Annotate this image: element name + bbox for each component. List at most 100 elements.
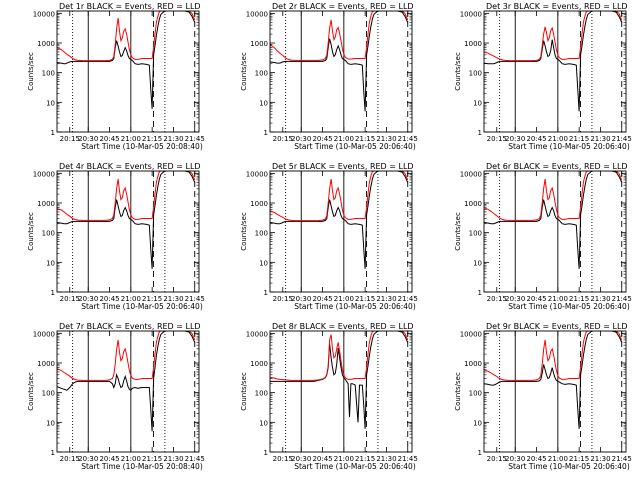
x-tick-label: 20:15 — [487, 135, 507, 143]
y-tick-label: 10000 — [33, 330, 55, 338]
y-tick-label: 1 — [478, 449, 482, 457]
y-tick-label: 10000 — [460, 170, 482, 178]
x-tick-label: 20:30 — [505, 455, 525, 463]
chart-title: Det 3r BLACK = Events, RED = LLD — [486, 2, 628, 11]
x-tick-label: 21:45 — [185, 295, 205, 303]
y-axis-label: Counts/sec — [240, 372, 248, 411]
x-tick-label: 20:45 — [526, 455, 546, 463]
x-tick-label: 21:00 — [334, 295, 354, 303]
plot-frame — [56, 10, 200, 133]
y-tick-label: 10000 — [246, 10, 268, 18]
x-tick-label: 20:30 — [291, 455, 311, 463]
y-axis-label: Counts/sec — [454, 212, 462, 251]
y-tick-label: 10 — [46, 419, 55, 427]
plot-area — [484, 331, 623, 452]
x-axis-label: Start Time (10-Mar-05 20:06:40) — [508, 462, 630, 471]
x-tick-label: 21:45 — [185, 455, 205, 463]
x-tick-label: 21:30 — [376, 135, 396, 143]
y-axis-label: Counts/sec — [27, 212, 35, 251]
y-tick-label: 100 — [42, 230, 55, 238]
x-tick-label: 20:45 — [312, 295, 332, 303]
chart-title: Det 2r BLACK = Events, RED = LLD — [272, 2, 414, 11]
x-axis-label: Start Time (10-Mar-05 20:08:40) — [81, 142, 203, 151]
x-tick-label: 21:00 — [548, 295, 568, 303]
x-tick-label: 20:45 — [99, 295, 119, 303]
series-line-lld — [57, 11, 196, 62]
x-tick-label: 21:45 — [185, 135, 205, 143]
y-axis-label: Counts/sec — [240, 212, 248, 251]
x-tick-label: 21:30 — [163, 455, 183, 463]
y-tick-label: 1 — [51, 129, 55, 137]
y-tick-label: 1000 — [37, 360, 55, 368]
y-tick-label: 1 — [51, 289, 55, 297]
x-tick-label: 20:15 — [60, 295, 80, 303]
x-tick-label: 21:30 — [590, 135, 610, 143]
series-line-events — [270, 171, 409, 269]
plot-frame — [483, 10, 627, 133]
x-tick-label: 21:30 — [376, 295, 396, 303]
series-line-lld — [57, 171, 196, 221]
x-tick-label: 21:45 — [398, 455, 418, 463]
series-line-events — [484, 171, 623, 269]
chart-title: Det 5r BLACK = Events, RED = LLD — [272, 162, 414, 171]
y-tick-label: 10000 — [460, 330, 482, 338]
x-tick-label: 20:45 — [99, 135, 119, 143]
chart-panel-9: Det 9r BLACK = Events, RED = LLD 1 10 100 10… — [454, 322, 632, 471]
x-tick-label: 21:30 — [163, 135, 183, 143]
x-tick-label: 21:30 — [163, 295, 183, 303]
x-tick-label: 20:15 — [487, 295, 507, 303]
x-tick-label: 20:30 — [291, 295, 311, 303]
x-tick-label: 21:30 — [376, 455, 396, 463]
x-tick-label: 20:30 — [505, 295, 525, 303]
x-tick-label: 20:45 — [99, 455, 119, 463]
series-line-events — [57, 11, 196, 109]
x-axis-label: Start Time (10-Mar-05 20:06:40) — [294, 462, 416, 471]
x-tick-label: 21:45 — [398, 135, 418, 143]
y-tick-label: 100 — [255, 70, 268, 78]
x-tick-label: 20:45 — [312, 455, 332, 463]
y-tick-label: 1000 — [464, 360, 482, 368]
x-tick-label: 20:30 — [78, 295, 98, 303]
x-tick-label: 21:30 — [590, 455, 610, 463]
y-tick-label: 10 — [259, 99, 268, 107]
x-tick-label: 20:15 — [60, 455, 80, 463]
y-tick-label: 10000 — [460, 10, 482, 18]
y-tick-label: 10000 — [33, 10, 55, 18]
plot-area — [270, 171, 409, 292]
x-tick-label: 21:15 — [142, 135, 162, 143]
y-tick-label: 1 — [51, 449, 55, 457]
x-tick-label: 21:00 — [121, 295, 141, 303]
chart-panel-3: Det 3r BLACK = Events, RED = LLD 1 10 100 10… — [454, 2, 632, 151]
x-tick-label: 21:15 — [142, 455, 162, 463]
y-axis-label: Counts/sec — [27, 372, 35, 411]
x-axis-label: Start Time (10-Mar-05 20:08:40) — [81, 462, 203, 471]
plot-area — [57, 171, 196, 292]
chart-panel-4: Det 4r BLACK = Events, RED = LLD 1 10 100 10… — [27, 162, 205, 311]
x-tick-label: 20:15 — [273, 455, 293, 463]
plot-area — [57, 11, 196, 132]
x-tick-label: 21:15 — [569, 135, 589, 143]
y-tick-label: 100 — [469, 390, 482, 398]
x-tick-label: 21:00 — [334, 135, 354, 143]
series-line-lld — [270, 11, 409, 61]
y-tick-label: 100 — [255, 230, 268, 238]
y-tick-label: 1000 — [464, 40, 482, 48]
x-tick-label: 21:00 — [121, 135, 141, 143]
y-tick-label: 10 — [473, 99, 482, 107]
x-tick-label: 20:30 — [78, 135, 98, 143]
y-axis-label: Counts/sec — [27, 52, 35, 91]
y-tick-label: 1000 — [464, 200, 482, 208]
x-tick-label: 21:15 — [355, 295, 375, 303]
plot-frame — [269, 330, 413, 453]
x-axis-label: Start Time (10-Mar-05 20:06:40) — [508, 302, 630, 311]
plot-area — [270, 331, 409, 452]
x-tick-label: 21:45 — [612, 455, 632, 463]
x-tick-label: 20:15 — [273, 135, 293, 143]
chart-title: Det 8r BLACK = Events, RED = LLD — [272, 322, 414, 331]
plot-frame — [56, 170, 200, 293]
series-line-lld — [484, 331, 623, 381]
y-tick-label: 100 — [42, 70, 55, 78]
chart-panel-8: Det 8r BLACK = Events, RED = LLD 1 10 100 10… — [240, 322, 418, 471]
plot-frame — [269, 170, 413, 293]
series-line-lld — [484, 11, 623, 62]
